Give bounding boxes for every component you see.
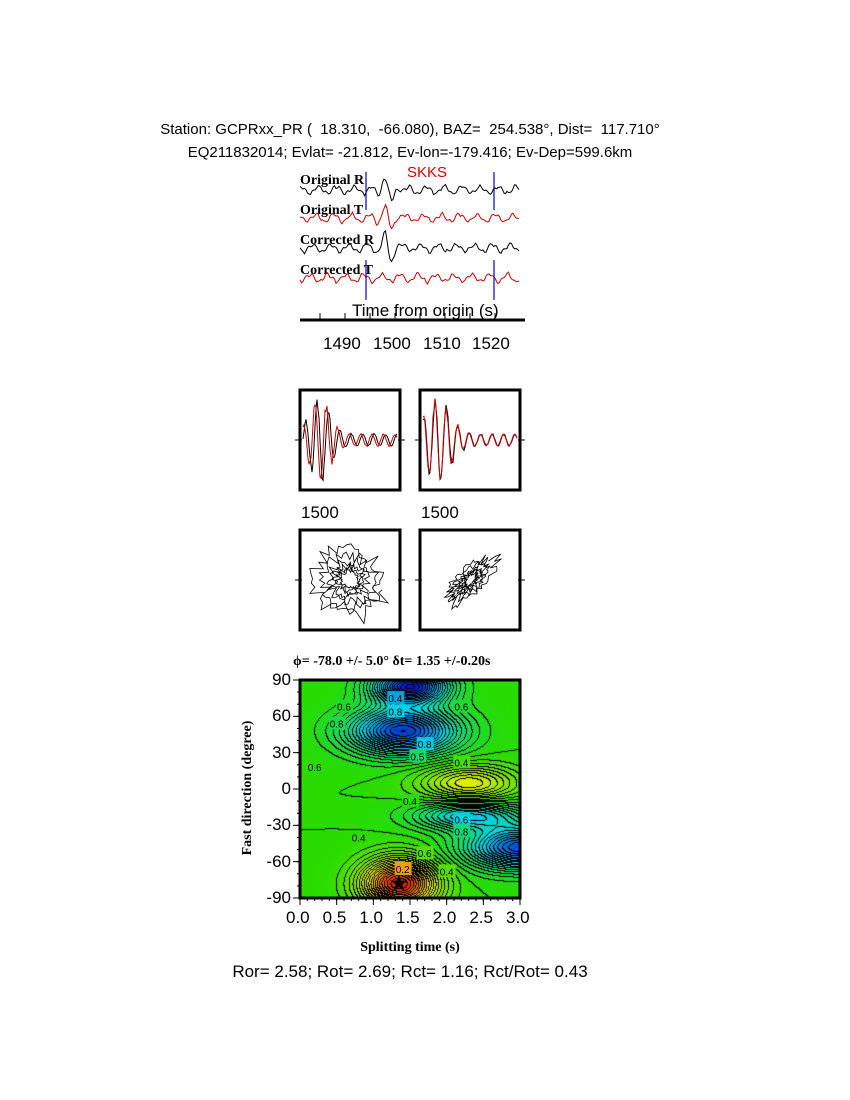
trace-label-original-r: Original R (300, 173, 365, 188)
phase-label: SKKS (407, 164, 448, 181)
contour-label: 0.4 (402, 794, 419, 808)
contour-label: 0.6 (306, 760, 324, 774)
trace-original-r (299, 178, 520, 202)
original-waveform-box-trace (302, 399, 398, 483)
y-tick-label: 0 (281, 779, 291, 798)
time-tick-1510: 1510 (423, 334, 461, 353)
svg-text:0.8: 0.8 (418, 740, 432, 751)
y-tick-label: -90 (266, 888, 291, 907)
x-tick-label: 2.5 (469, 908, 493, 927)
x-tick-label: 0.5 (322, 908, 347, 927)
svg-text:0.6: 0.6 (454, 703, 468, 714)
trace-original-t (299, 203, 520, 230)
contour-label: 0.8 (328, 716, 346, 731)
x-axis-label: Splitting time (s) (360, 940, 460, 955)
svg-text:0.4: 0.4 (454, 758, 468, 769)
corrected-particle-motion-box (418, 528, 522, 632)
svg-text:0.4: 0.4 (440, 867, 454, 878)
energy-contour-map (300, 680, 520, 898)
svg-text:0.8: 0.8 (388, 707, 402, 718)
svg-text:0.8: 0.8 (330, 720, 344, 731)
x-tick-label: 0.0 (286, 908, 310, 927)
original-particle-motion-box-trace (309, 543, 390, 625)
original-waveform-box-trace (302, 403, 398, 480)
svg-text:0.6: 0.6 (454, 815, 468, 826)
original-particle-motion-box (298, 528, 402, 632)
trace-label-corrected-r: Corrected R (300, 233, 374, 248)
contour-label: 0.2 (394, 861, 412, 876)
contour-label: 0.6 (416, 846, 434, 860)
splitting-result-title: ϕ= -78.0 +/- 5.0° δt= 1.35 +/-0.20s (293, 654, 491, 669)
trace-corrected-r (299, 229, 520, 263)
y-tick-label: -30 (266, 815, 291, 835)
contour-label: 0.6 (336, 699, 353, 714)
trace-label-corrected-t: Corrected T (300, 263, 373, 278)
svg-text:0.6: 0.6 (308, 763, 322, 774)
svg-text:0.8: 0.8 (454, 827, 468, 838)
footer-ratios: Ror= 2.58; Rot= 2.69; Rct= 1.16; Rct/Rot… (232, 962, 588, 981)
contour-label: 0.8 (453, 824, 471, 838)
contour-label: 0.4 (438, 864, 456, 878)
contour-label: 0.8 (416, 737, 434, 751)
contour-label: 0.8 (387, 704, 405, 718)
contour-label: 0.4 (350, 830, 368, 844)
station-header: Station: GCPRxx_PR ( 18.310, -66.080), B… (160, 121, 660, 138)
contour-label: 0.5 (409, 749, 427, 763)
contour-label: 0.6 (453, 699, 471, 714)
svg-text:0.6: 0.6 (418, 849, 432, 860)
svg-text:0.2: 0.2 (396, 865, 410, 876)
svg-text:0.5: 0.5 (410, 752, 424, 763)
panel-label-1500-left: 1500 (301, 503, 339, 522)
corrected-waveform-box-trace (422, 398, 518, 480)
trace-corrected-t (299, 271, 520, 285)
contour-label: 0.6 (453, 812, 471, 826)
time-tick-1500: 1500 (373, 334, 411, 353)
y-tick-label: 60 (272, 706, 291, 726)
x-tick-label: 1.5 (396, 908, 420, 927)
event-header: EQ211832014; Evlat= -21.812, Ev-lon=-179… (187, 144, 633, 161)
time-tick-1490: 1490 (323, 334, 361, 353)
contour-label: 0.4 (453, 755, 471, 769)
svg-text:0.4: 0.4 (388, 694, 402, 705)
x-tick-label: 2.0 (432, 908, 457, 927)
x-tick-label: 1.0 (359, 908, 383, 927)
best-fit-star-icon (390, 874, 408, 891)
y-tick-label: -60 (266, 851, 291, 871)
contour-label: 0.4 (387, 691, 405, 705)
panel-label-1500-right: 1500 (421, 503, 459, 522)
time-tick-1520: 1520 (472, 334, 510, 353)
svg-text:0.4: 0.4 (403, 797, 417, 808)
time-axis-label: Time from origin (s) (352, 301, 499, 320)
svg-text:0.6: 0.6 (337, 703, 351, 714)
corrected-particle-motion-box-trace (443, 553, 502, 611)
svg-text:0.4: 0.4 (352, 833, 366, 844)
x-tick-label: 3.0 (506, 908, 530, 927)
y-tick-label: 90 (272, 670, 291, 689)
y-tick-label: 30 (272, 742, 291, 762)
